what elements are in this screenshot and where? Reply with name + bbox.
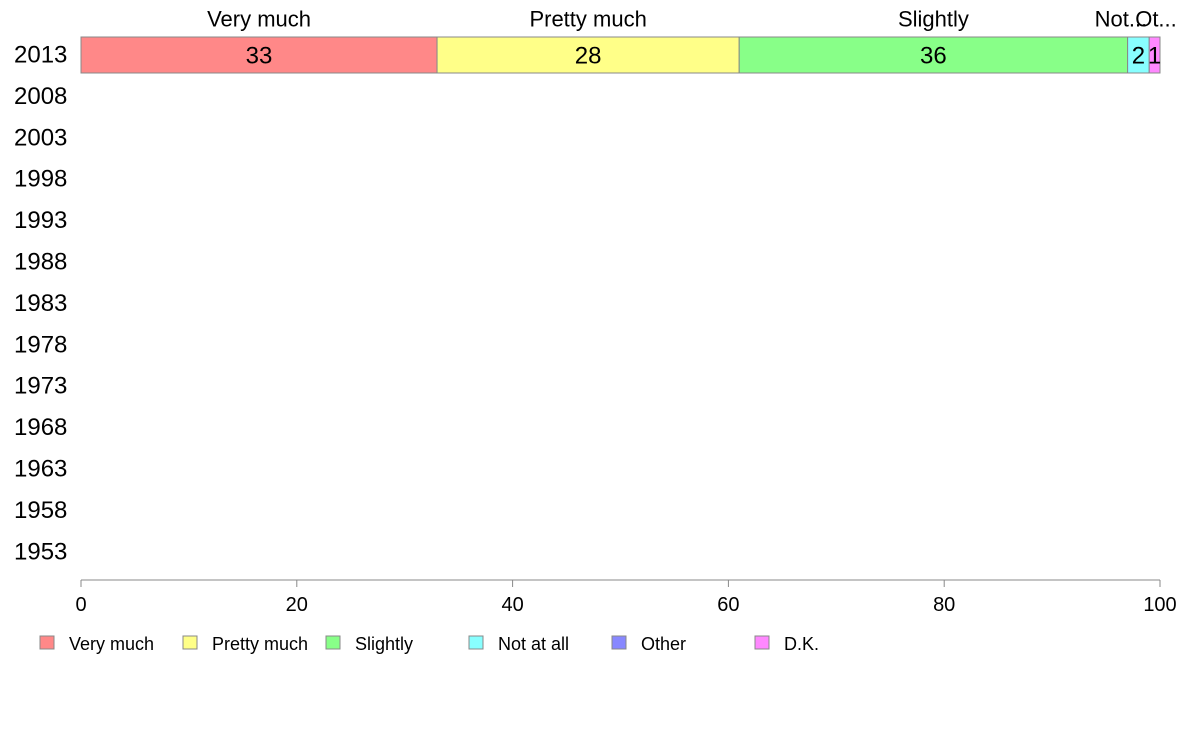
segment-top-label-3: Not... bbox=[1095, 7, 1148, 32]
category-label-1993: 1993 bbox=[14, 207, 67, 234]
x-tick-label-0: 0 bbox=[75, 594, 86, 616]
category-label-1953: 1953 bbox=[14, 538, 67, 565]
category-label-1988: 1988 bbox=[14, 249, 67, 276]
bar-2013-series-2 bbox=[738, 36, 1129, 74]
legend-label-5: D.K. bbox=[784, 634, 819, 654]
data-label-2013-series-2: 36 bbox=[920, 43, 947, 70]
segment-top-label-4: Ot... bbox=[1135, 7, 1177, 32]
category-label-2003: 2003 bbox=[14, 124, 67, 151]
segment-top-label-0: Very much bbox=[207, 7, 311, 32]
segment-top-label-2: Slightly bbox=[898, 7, 969, 32]
category-label-1973: 1973 bbox=[14, 373, 67, 400]
category-label-2008: 2008 bbox=[14, 83, 67, 110]
category-label-1998: 1998 bbox=[14, 166, 67, 193]
category-label-1958: 1958 bbox=[14, 497, 67, 524]
data-label-2013-series-0: 33 bbox=[246, 43, 273, 70]
legend-label-4: Other bbox=[641, 634, 686, 654]
legend-label-1: Pretty much bbox=[212, 634, 308, 654]
category-label-1968: 1968 bbox=[14, 414, 67, 441]
bar-2013-series-5 bbox=[1148, 36, 1161, 74]
bar-2013-series-1 bbox=[436, 36, 740, 74]
x-tick-label-20: 20 bbox=[286, 594, 308, 616]
legend-swatch-2 bbox=[325, 635, 341, 650]
legend-label-2: Slightly bbox=[355, 634, 413, 654]
category-label-1978: 1978 bbox=[14, 331, 67, 358]
legend-swatch-4 bbox=[611, 635, 627, 650]
data-label-2013-series-5: 1 bbox=[1148, 43, 1161, 70]
x-tick-label-100: 100 bbox=[1143, 594, 1176, 616]
x-tick-label-40: 40 bbox=[501, 594, 523, 616]
legend-swatch-3 bbox=[468, 635, 484, 650]
category-label-1983: 1983 bbox=[14, 290, 67, 317]
legend-label-3: Not at all bbox=[498, 634, 569, 654]
data-label-2013-series-1: 28 bbox=[575, 43, 602, 70]
x-tick-label-80: 80 bbox=[933, 594, 955, 616]
segment-top-label-1: Pretty much bbox=[529, 7, 646, 32]
legend-label-0: Very much bbox=[69, 634, 154, 654]
x-tick-label-60: 60 bbox=[717, 594, 739, 616]
legend-swatch-1 bbox=[182, 635, 198, 650]
data-label-2013-series-3: 2 bbox=[1132, 43, 1145, 70]
legend-swatch-5 bbox=[754, 635, 770, 650]
category-label-1963: 1963 bbox=[14, 456, 67, 483]
legend-swatch-0 bbox=[39, 635, 55, 650]
category-label-2013: 2013 bbox=[14, 42, 67, 69]
bar-2013-series-0 bbox=[80, 36, 438, 74]
